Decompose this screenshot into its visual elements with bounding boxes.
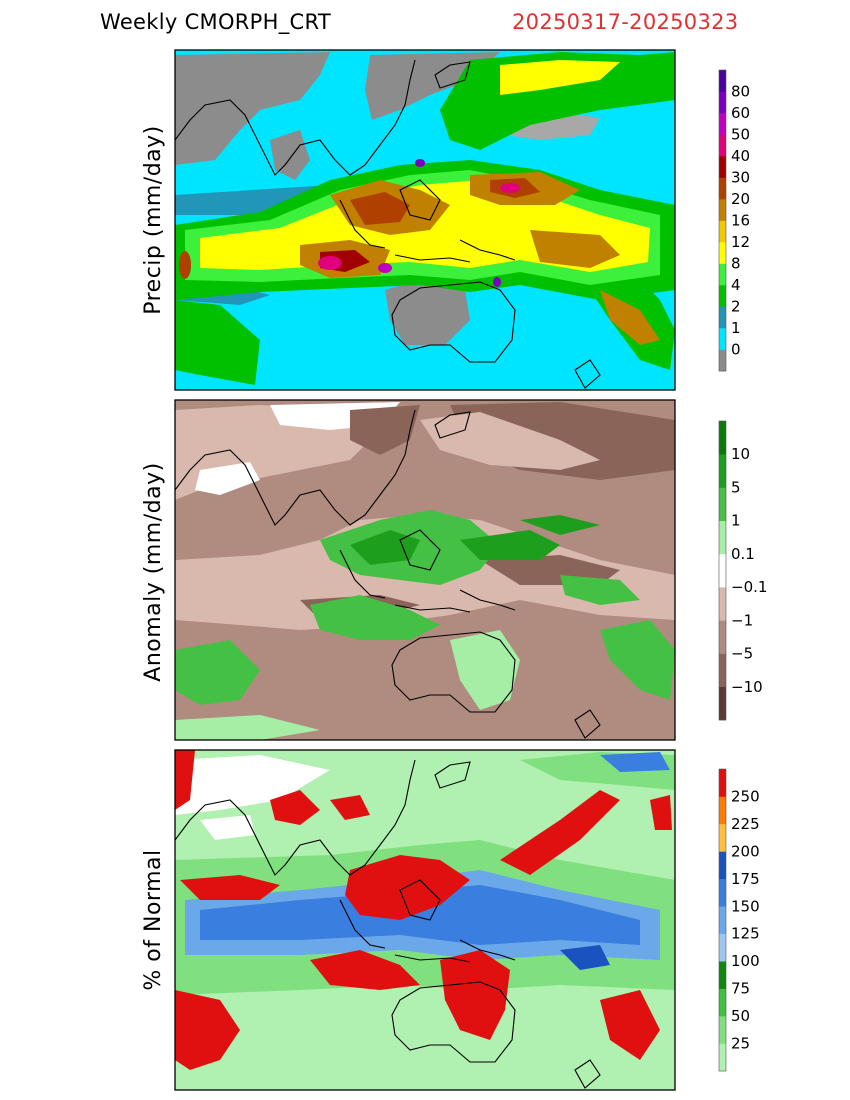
colorbar-frame bbox=[718, 69, 727, 372]
figure-title: Weekly CMORPH_CRT bbox=[100, 10, 331, 34]
percent-normal-map bbox=[175, 750, 675, 1090]
colorbar-swatch bbox=[719, 686, 726, 721]
percent-normal-colorbar: 25 50 75 100 125 150 175 200 225 250 bbox=[718, 768, 760, 1072]
colorbar-tick-label: 40 bbox=[731, 147, 750, 165]
colorbar-swatch bbox=[719, 988, 726, 1017]
precip-map bbox=[175, 50, 675, 390]
colorbar-swatch bbox=[719, 851, 726, 880]
colorbar-swatch bbox=[719, 134, 726, 157]
colorbar-frame bbox=[718, 768, 727, 1072]
colorbar-tick-label: 30 bbox=[731, 169, 750, 187]
colorbar-swatch bbox=[719, 823, 726, 852]
colorbar-tick-label: 100 bbox=[731, 952, 760, 970]
colorbar-swatch bbox=[719, 487, 726, 521]
colorbar-tick-label: 1 bbox=[731, 512, 741, 530]
colorbar-tick-label: −0.1 bbox=[731, 578, 767, 596]
percent-normal-ylabel: % of Normal bbox=[141, 849, 166, 990]
colorbar-swatch bbox=[719, 1016, 726, 1044]
colorbar-swatch bbox=[719, 520, 726, 555]
colorbar-tick-label: 200 bbox=[731, 842, 760, 860]
anomaly-panel: Anomaly (mm/day) −10 −5 −1 −0.1 0.1 1 5 10 bbox=[141, 399, 767, 741]
colorbar-tick-label: −10 bbox=[731, 678, 763, 696]
colorbar-swatch bbox=[719, 553, 726, 588]
colorbar-tick-label: −1 bbox=[731, 611, 753, 629]
colorbar-tick-label: 125 bbox=[731, 925, 760, 943]
colorbar-swatch bbox=[719, 421, 726, 455]
colorbar-swatch bbox=[719, 285, 726, 307]
colorbar-tick-label: 150 bbox=[731, 897, 760, 915]
colorbar-tick-label: 1 bbox=[731, 319, 741, 337]
colorbar-tick-label: 25 bbox=[731, 1035, 750, 1053]
colorbar-tick-label: 10 bbox=[731, 445, 750, 463]
colorbar-swatch bbox=[719, 961, 726, 989]
colorbar-tick-label: 5 bbox=[731, 478, 741, 496]
colorbar-tick-label: 80 bbox=[731, 83, 750, 101]
colorbar-tick-label: 60 bbox=[731, 104, 750, 122]
colorbar-swatch bbox=[719, 242, 726, 264]
colorbar-swatch bbox=[719, 328, 726, 350]
colorbar-swatch bbox=[719, 933, 726, 962]
date-range: 20250317-20250323 bbox=[512, 10, 739, 34]
colorbar-swatch bbox=[719, 653, 726, 688]
percent-normal-panel: % of Normal 25 50 75 100 125 150 175 200 225 250 bbox=[141, 749, 760, 1091]
colorbar-swatch bbox=[719, 177, 726, 200]
colorbar-swatch bbox=[719, 454, 726, 488]
colorbar-tick-label: 250 bbox=[731, 787, 760, 805]
colorbar-swatch bbox=[719, 220, 726, 243]
colorbar-swatch bbox=[719, 199, 726, 221]
colorbar-swatch bbox=[719, 878, 726, 907]
colorbar-swatch bbox=[719, 113, 726, 135]
colorbar-tick-label: 175 bbox=[731, 870, 760, 888]
anomaly-ylabel: Anomaly (mm/day) bbox=[141, 462, 166, 681]
colorbar-swatch bbox=[719, 349, 726, 372]
colorbar-tick-label: 225 bbox=[731, 815, 760, 833]
colorbar-swatch bbox=[719, 91, 726, 114]
colorbar-tick-label: 2 bbox=[731, 298, 741, 316]
colorbar-frame bbox=[718, 420, 727, 721]
anomaly-map bbox=[175, 400, 675, 740]
colorbar-swatch bbox=[719, 156, 726, 178]
colorbar-tick-label: 4 bbox=[731, 276, 741, 294]
colorbar-tick-label: 50 bbox=[731, 126, 750, 144]
colorbar-tick-label: −5 bbox=[731, 645, 753, 663]
colorbar-swatch bbox=[719, 769, 726, 797]
colorbar-swatch bbox=[719, 306, 726, 329]
anomaly-colorbar: −10 −5 −1 −0.1 0.1 1 5 10 bbox=[718, 420, 767, 721]
colorbar-swatch bbox=[719, 620, 726, 654]
colorbar-tick-label: 50 bbox=[731, 1007, 750, 1025]
colorbar-tick-label: 16 bbox=[731, 212, 750, 230]
colorbar-swatch bbox=[719, 906, 726, 935]
colorbar-tick-label: 12 bbox=[731, 233, 750, 251]
colorbar-swatch bbox=[719, 1043, 726, 1072]
colorbar-swatch bbox=[719, 587, 726, 621]
colorbar-swatch bbox=[719, 263, 726, 286]
colorbar-swatch bbox=[719, 796, 726, 825]
colorbar-tick-label: 20 bbox=[731, 190, 750, 208]
colorbar-tick-label: 75 bbox=[731, 980, 750, 998]
colorbar-swatch bbox=[719, 70, 726, 92]
colorbar-tick-label: 0.1 bbox=[731, 545, 755, 563]
colorbar-tick-label: 0 bbox=[731, 341, 741, 359]
precip-ylabel: Precip (mm/day) bbox=[141, 125, 166, 315]
colorbar-tick-label: 8 bbox=[731, 255, 741, 273]
